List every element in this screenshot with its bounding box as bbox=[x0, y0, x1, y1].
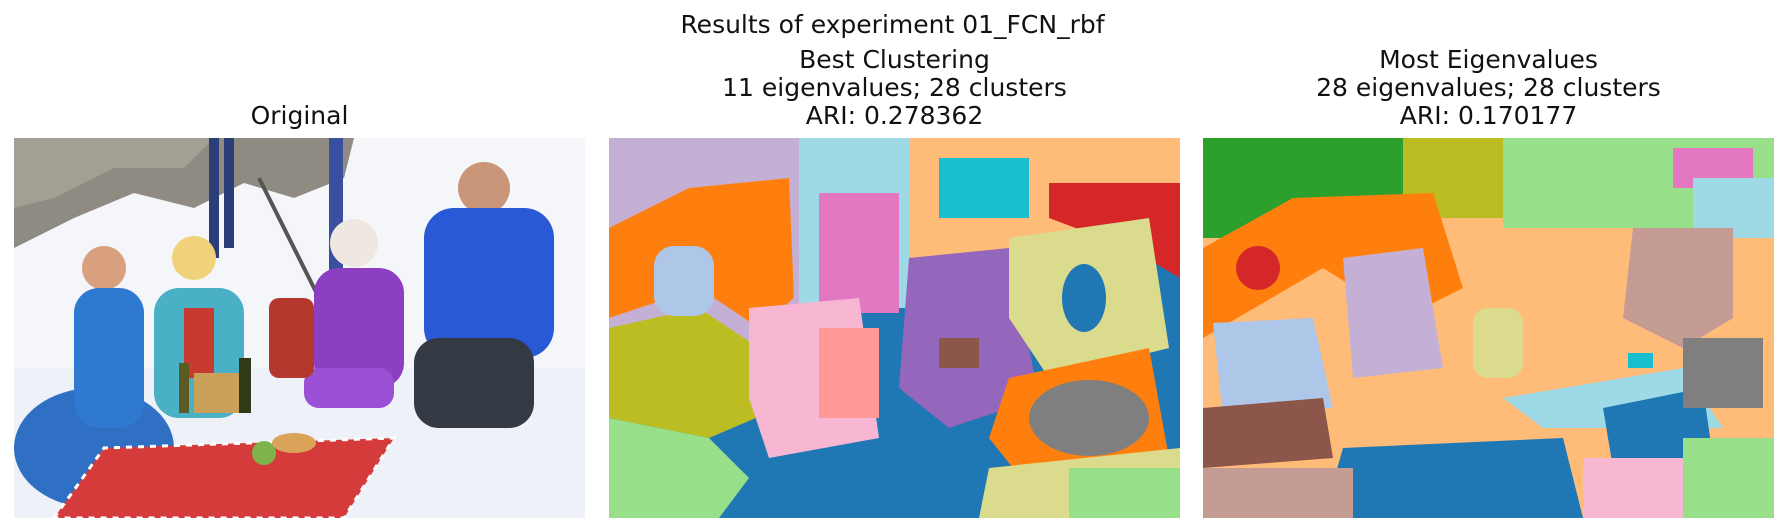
panel-title-line: Best Clustering bbox=[799, 45, 990, 74]
panel-title-line: ARI: 0.170177 bbox=[1399, 101, 1578, 130]
panel-title-line: 28 eigenvalues; 28 clusters bbox=[1316, 73, 1661, 102]
segmentation-most-eigenvalues bbox=[1203, 138, 1774, 518]
segmentation-most-drawing bbox=[1203, 138, 1774, 518]
segmentation-best-clustering bbox=[609, 138, 1180, 518]
panel-title-line: Original bbox=[250, 101, 349, 130]
original-photo-drawing bbox=[14, 138, 585, 518]
panel-title-best-clustering: Best Clustering 11 eigenvalues; 28 clust… bbox=[609, 46, 1180, 130]
figure-suptitle: Results of experiment 01_FCN_rbf bbox=[680, 10, 1105, 39]
segmentation-best-drawing bbox=[609, 138, 1180, 518]
original-photo bbox=[14, 138, 585, 518]
panel-title-line: 11 eigenvalues; 28 clusters bbox=[722, 73, 1067, 102]
panel-title-line: Most Eigenvalues bbox=[1379, 45, 1598, 74]
panel-title-line: ARI: 0.278362 bbox=[805, 101, 984, 130]
panel-title-most-eigenvalues: Most Eigenvalues 28 eigenvalues; 28 clus… bbox=[1203, 46, 1774, 130]
panel-title-original: Original bbox=[14, 102, 585, 130]
